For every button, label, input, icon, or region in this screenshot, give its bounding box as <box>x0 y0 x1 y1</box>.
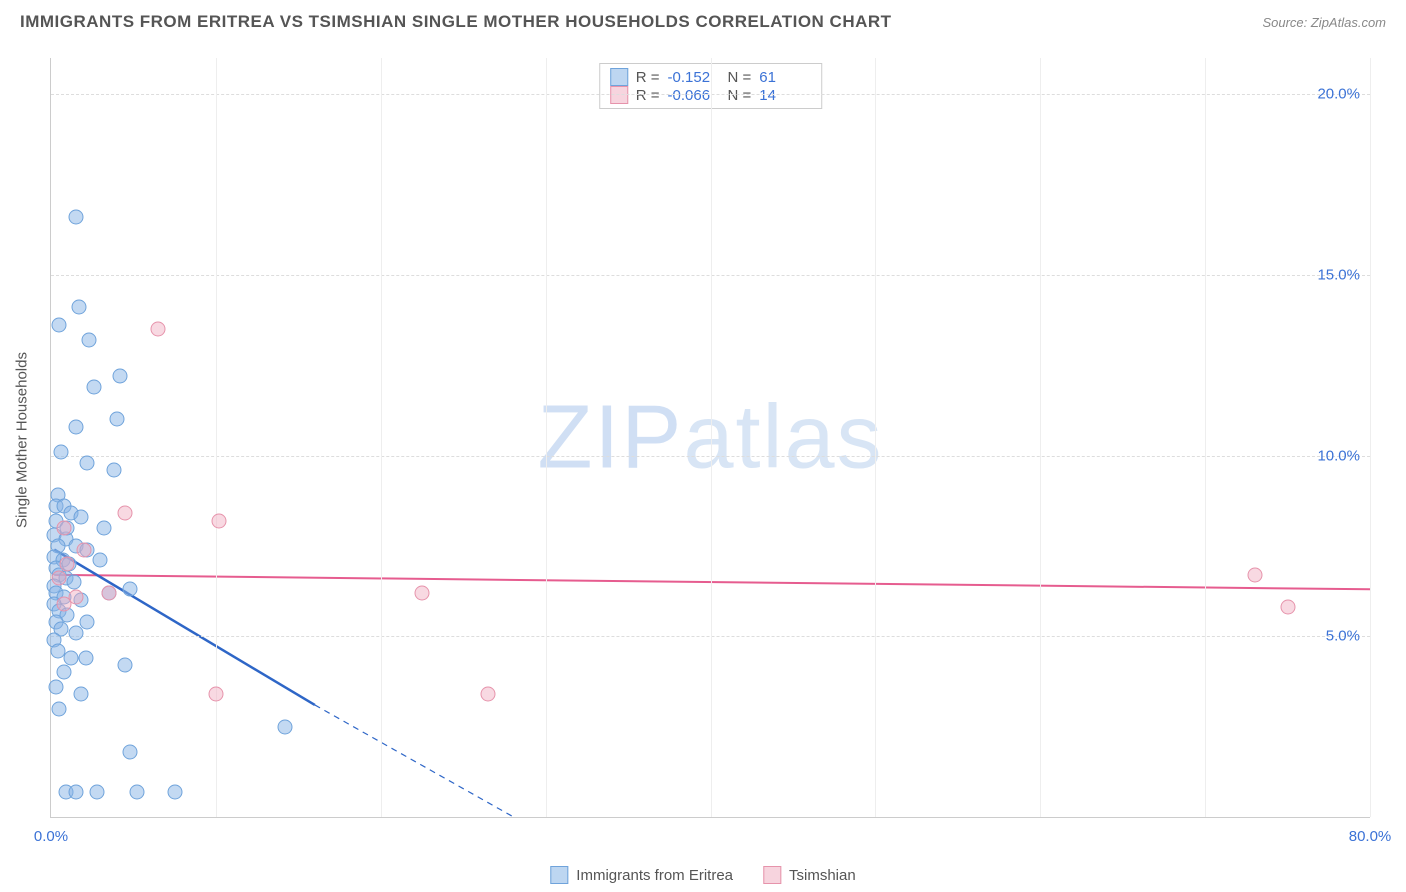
data-point <box>96 520 111 535</box>
gridline-v <box>875 58 876 817</box>
data-point <box>109 412 124 427</box>
data-point <box>52 701 67 716</box>
stat-R-blue: -0.152 <box>668 69 720 86</box>
legend-item-pink: Tsimshian <box>763 866 856 884</box>
data-point <box>68 210 83 225</box>
watermark-strong: ZIP <box>537 387 683 487</box>
data-point <box>78 650 93 665</box>
gridline-v <box>381 58 382 817</box>
legend-label-pink: Tsimshian <box>789 867 856 884</box>
data-point <box>86 379 101 394</box>
data-point <box>113 369 128 384</box>
gridline-v <box>1370 58 1371 817</box>
data-point <box>167 784 182 799</box>
stat-N-label: N = <box>728 69 752 86</box>
data-point <box>73 687 88 702</box>
y-axis-label: Single Mother Households <box>14 352 31 528</box>
legend-swatch-pink-icon <box>763 866 781 884</box>
data-point <box>212 513 227 528</box>
gridline-v <box>711 58 712 817</box>
legend-label-blue: Immigrants from Eritrea <box>576 867 733 884</box>
data-point <box>118 658 133 673</box>
data-point <box>57 596 72 611</box>
swatch-blue-icon <box>610 68 628 86</box>
xtick-label: 80.0% <box>1349 828 1392 845</box>
data-point <box>101 585 116 600</box>
data-point <box>278 719 293 734</box>
data-point <box>90 784 105 799</box>
gridline-v <box>1205 58 1206 817</box>
ytick-label: 5.0% <box>1326 628 1360 645</box>
xtick-label: 0.0% <box>34 828 68 845</box>
data-point <box>480 687 495 702</box>
data-point <box>52 318 67 333</box>
trendline <box>315 705 546 817</box>
data-point <box>118 506 133 521</box>
data-point <box>72 300 87 315</box>
data-point <box>68 625 83 640</box>
source-label: Source: ZipAtlas.com <box>1262 15 1386 30</box>
data-point <box>68 419 83 434</box>
data-point <box>57 520 72 535</box>
data-point <box>63 650 78 665</box>
data-point <box>1247 567 1262 582</box>
ytick-label: 20.0% <box>1317 86 1360 103</box>
data-point <box>106 463 121 478</box>
data-point <box>53 444 68 459</box>
trendline <box>54 575 1370 589</box>
legend-item-blue: Immigrants from Eritrea <box>550 866 733 884</box>
ytick-label: 15.0% <box>1317 266 1360 283</box>
data-point <box>93 553 108 568</box>
gridline-v <box>546 58 547 817</box>
stat-R-label: R = <box>636 69 660 86</box>
data-point <box>123 744 138 759</box>
bottom-legend: Immigrants from Eritrea Tsimshian <box>550 866 855 884</box>
data-point <box>151 322 166 337</box>
data-point <box>60 557 75 572</box>
data-point <box>123 582 138 597</box>
gridline-v <box>216 58 217 817</box>
data-point <box>67 575 82 590</box>
watermark-light: atlas <box>683 387 883 487</box>
data-point <box>76 542 91 557</box>
data-point <box>81 332 96 347</box>
stat-N-blue: 61 <box>759 69 811 86</box>
trendline <box>54 550 315 705</box>
data-point <box>80 614 95 629</box>
data-point <box>73 510 88 525</box>
chart-title: IMMIGRANTS FROM ERITREA VS TSIMSHIAN SIN… <box>20 12 892 32</box>
data-point <box>48 679 63 694</box>
gridline-v <box>1040 58 1041 817</box>
ytick-label: 10.0% <box>1317 447 1360 464</box>
data-point <box>1280 600 1295 615</box>
header: IMMIGRANTS FROM ERITREA VS TSIMSHIAN SIN… <box>0 0 1406 40</box>
data-point <box>68 784 83 799</box>
data-point <box>52 571 67 586</box>
data-point <box>129 784 144 799</box>
data-point <box>414 585 429 600</box>
data-point <box>57 665 72 680</box>
data-point <box>208 687 223 702</box>
legend-swatch-blue-icon <box>550 866 568 884</box>
chart-plot-area: ZIPatlas R = -0.152 N = 61 R = -0.066 N … <box>50 58 1370 818</box>
data-point <box>80 455 95 470</box>
